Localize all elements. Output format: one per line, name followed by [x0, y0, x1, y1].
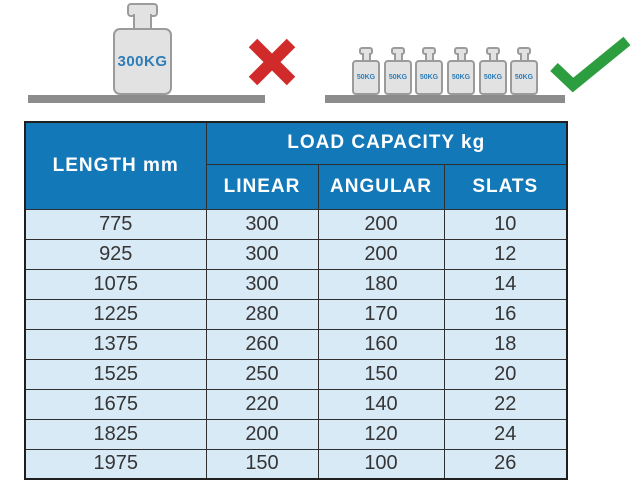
header-load-capacity: LOAD CAPACITY kg	[205, 121, 568, 165]
weight-50kg: 50KG	[479, 47, 507, 95]
cell-linear: 250	[205, 358, 319, 390]
cell-angular: 170	[317, 298, 445, 330]
cell-slats: 14	[443, 268, 568, 300]
header-linear: LINEAR	[205, 163, 319, 210]
cell-slats: 18	[443, 328, 568, 360]
weight-50kg: 50KG	[447, 47, 475, 95]
header-length: LENGTH mm	[24, 121, 207, 210]
cell-linear: 280	[205, 298, 319, 330]
cell-linear: 300	[205, 238, 319, 270]
cell-slats: 16	[443, 298, 568, 330]
weight-body: 50KG	[447, 60, 475, 95]
cell-angular: 150	[317, 358, 445, 390]
table-row: 1825 200 120 24	[24, 418, 568, 450]
cell-linear: 200	[205, 418, 319, 450]
weight-50kg: 50KG	[384, 47, 412, 95]
weight-50kg-label: 50KG	[388, 74, 408, 81]
cell-angular: 160	[317, 328, 445, 360]
cell-linear: 220	[205, 388, 319, 420]
weight-handle-neck	[425, 53, 434, 63]
weight-50kg-label: 50KG	[451, 74, 471, 81]
weight-300kg: 300KG	[113, 3, 173, 95]
weight-handle-neck	[520, 53, 529, 63]
shelf-left	[28, 95, 265, 103]
cell-length: 1075	[24, 268, 207, 300]
weight-handle-neck	[457, 53, 466, 63]
cell-linear: 300	[205, 208, 319, 240]
weight-body: 50KG	[352, 60, 380, 95]
load-capacity-table: LENGTH mm LOAD CAPACITY kg LINEAR ANGULA…	[24, 121, 569, 480]
weight-50kg-label: 50KG	[356, 74, 376, 81]
table-row: 1375 260 160 18	[24, 328, 568, 360]
table-row: 1975 150 100 26	[24, 448, 568, 480]
cell-linear: 300	[205, 268, 319, 300]
header-angular: ANGULAR	[317, 163, 445, 210]
cell-angular: 180	[317, 268, 445, 300]
cell-angular: 120	[317, 418, 445, 450]
cell-length: 1225	[24, 298, 207, 330]
weight-50kg: 50KG	[510, 47, 538, 95]
weight-body: 300KG	[113, 28, 172, 95]
table-row: 1675 220 140 22	[24, 388, 568, 420]
weight-body: 50KG	[510, 60, 538, 95]
weight-handle-neck	[394, 53, 403, 63]
cell-slats: 24	[443, 418, 568, 450]
cell-length: 1675	[24, 388, 207, 420]
cell-angular: 200	[317, 208, 445, 240]
cell-angular: 100	[317, 448, 445, 480]
cell-length: 1375	[24, 328, 207, 360]
cell-linear: 150	[205, 448, 319, 480]
weight-50kg: 50KG	[352, 47, 380, 95]
cell-angular: 200	[317, 238, 445, 270]
cell-linear: 260	[205, 328, 319, 360]
table-row: 775 300 200 10	[24, 208, 568, 240]
cell-length: 775	[24, 208, 207, 240]
weight-50kg-label: 50KG	[419, 74, 439, 81]
cell-slats: 26	[443, 448, 568, 480]
cell-slats: 20	[443, 358, 568, 390]
cell-angular: 140	[317, 388, 445, 420]
cell-slats: 10	[443, 208, 568, 240]
weight-body: 50KG	[479, 60, 507, 95]
cell-length: 1975	[24, 448, 207, 480]
cell-length: 925	[24, 238, 207, 270]
x-icon	[248, 38, 296, 86]
weight-300kg-label: 300KG	[117, 53, 168, 70]
weight-body: 50KG	[384, 60, 412, 95]
weight-handle-neck	[489, 53, 498, 63]
table-row: 1075 300 180 14	[24, 268, 568, 300]
weight-handle-neck	[362, 53, 371, 63]
shelf-right	[325, 95, 565, 103]
table-row: 1525 250 150 20	[24, 358, 568, 390]
table-row: 925 300 200 12	[24, 238, 568, 270]
check-icon	[550, 36, 631, 93]
table-row: 1225 280 170 16	[24, 298, 568, 330]
cell-slats: 12	[443, 238, 568, 270]
weight-50kg-label: 50KG	[483, 74, 503, 81]
weight-body: 50KG	[415, 60, 443, 95]
cell-length: 1525	[24, 358, 207, 390]
cell-slats: 22	[443, 388, 568, 420]
weight-50kg-label: 50KG	[514, 74, 534, 81]
cell-length: 1825	[24, 418, 207, 450]
header-slats: SLATS	[443, 163, 568, 210]
weight-50kg: 50KG	[415, 47, 443, 95]
